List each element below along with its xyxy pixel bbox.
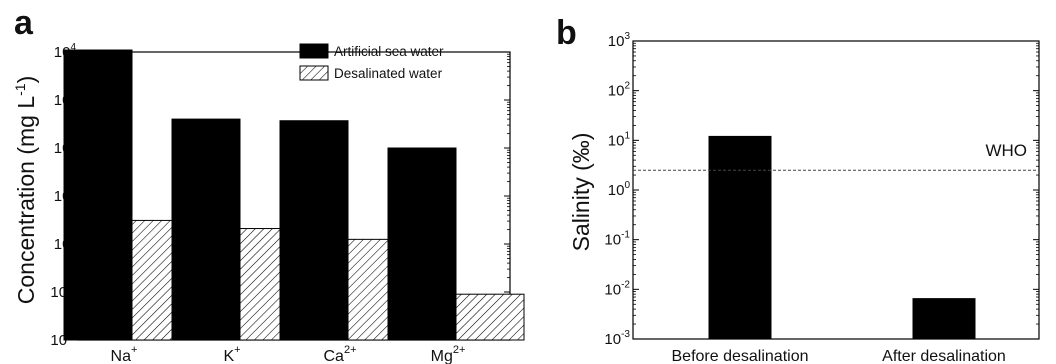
panel-a-legend: Artificial sea water Desalinated water — [299, 43, 444, 81]
bar-before-desalination — [708, 135, 772, 340]
panel-a-bars — [63, 49, 525, 341]
y-tick-label: 100 — [608, 180, 631, 199]
x-tick-label-k: K+ — [223, 344, 240, 364]
panel-a: a Concentration (mg L-1) 104103102101100… — [12, 4, 525, 364]
legend-swatch-artificial-sea-water — [299, 43, 329, 59]
y-tick-label: 103 — [608, 31, 631, 50]
panel-a-x-tick-labels: Na+ K+ Ca2+ Mg2+ — [111, 344, 466, 364]
legend-swatch-desalinated-water — [299, 65, 329, 81]
legend-label-artificial-sea-water: Artificial sea water — [334, 44, 444, 59]
panel-b-x-tick-labels: Before desalination After desalination — [672, 348, 1006, 364]
bar-sea-water-k — [171, 118, 241, 341]
panel-b-label: b — [556, 14, 577, 52]
bar-sea-water-na — [63, 49, 133, 341]
x-tick-label-after-desalination: After desalination — [882, 348, 1006, 364]
y-tick-label: 101 — [608, 130, 631, 149]
panel-b-bars — [708, 135, 976, 340]
panel-b-y-ticks: 103 102 101 100 10-1 10-2 10-3 — [604, 31, 1039, 348]
y-tick-label: 10-1 — [604, 230, 630, 249]
panel-b-plot-frame — [632, 40, 1040, 340]
bar-desalinated-mg — [455, 293, 525, 341]
panel-a-label: a — [14, 4, 34, 42]
who-reference-label: WHO — [985, 141, 1027, 160]
bar-after-desalination — [912, 298, 976, 340]
y-tick-label: 10-2 — [604, 279, 630, 298]
y-tick-label: 102 — [608, 81, 631, 100]
panel-b: b Salinity (‰) 10310210110010-110-210-3 … — [556, 14, 1040, 364]
bar-sea-water-ca — [279, 120, 349, 341]
panel-b-y-axis-label: Salinity (‰) — [568, 133, 594, 252]
legend-label-desalinated-water: Desalinated water — [334, 66, 443, 81]
x-tick-label-na: Na+ — [111, 344, 138, 364]
y-tick-label: 10-3 — [604, 329, 630, 348]
x-tick-label-ca: Ca2+ — [324, 344, 357, 364]
x-tick-label-before-desalination: Before desalination — [672, 348, 809, 364]
x-tick-label-mg: Mg2+ — [431, 344, 466, 364]
bar-sea-water-mg — [387, 147, 457, 341]
svg-text:Concentration (mg L-1): Concentration (mg L-1) — [12, 76, 39, 305]
panel-a-y-axis-label: Concentration (mg L-1) — [12, 76, 39, 305]
